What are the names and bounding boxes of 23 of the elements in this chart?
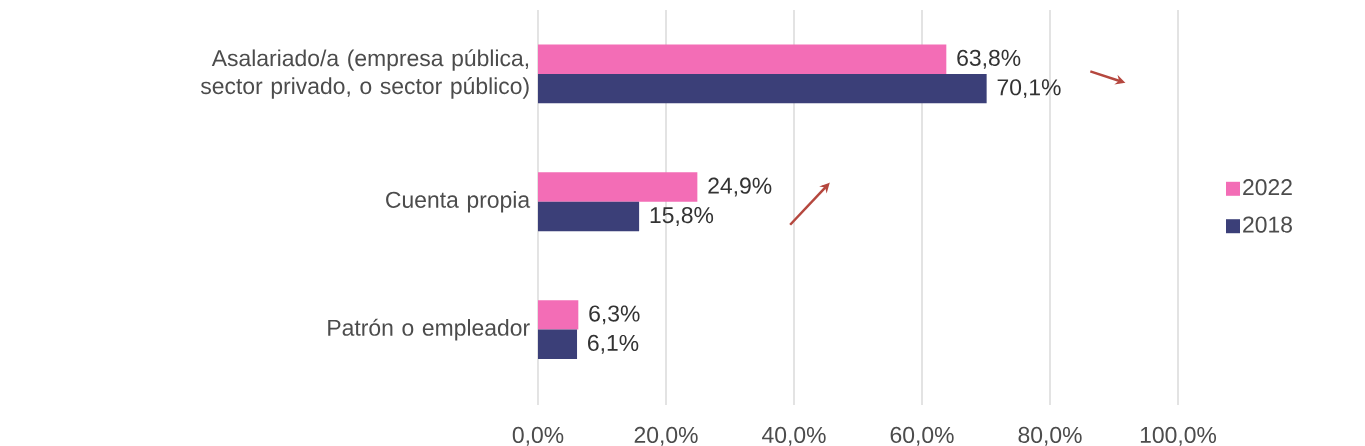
bar: [537, 44, 947, 74]
bar: [537, 172, 698, 202]
data-label: 24,9%: [708, 177, 772, 197]
x-tick-label: 100,0%: [1140, 426, 1217, 446]
bar: [537, 300, 579, 330]
y-tick-label: Asalariado/a (empresa pública, sector privado, o sector público): [200, 49, 529, 99]
y-tick-label: Cuenta propia: [386, 191, 531, 213]
data-label: 63,8%: [957, 49, 1021, 69]
data-label: 15,8%: [650, 206, 714, 226]
x-tick-label: 0,0%: [512, 426, 564, 446]
x-tick-label: 80,0%: [1018, 426, 1082, 446]
data-label: 6,3%: [589, 305, 640, 325]
y-tick-label: Patrón o empleador: [328, 318, 530, 341]
data-label: 70,1%: [997, 79, 1061, 99]
data-label: 6,1%: [588, 334, 639, 354]
legend-label: 2022: [1243, 179, 1292, 196]
bar: [537, 73, 987, 104]
legend-label: 2018: [1243, 216, 1292, 233]
bar: [537, 201, 640, 232]
x-tick-label: 40,0%: [762, 426, 826, 446]
bar: [537, 329, 578, 359]
x-tick-label: 20,0%: [634, 426, 698, 446]
x-tick-label: 60,0%: [890, 426, 954, 446]
